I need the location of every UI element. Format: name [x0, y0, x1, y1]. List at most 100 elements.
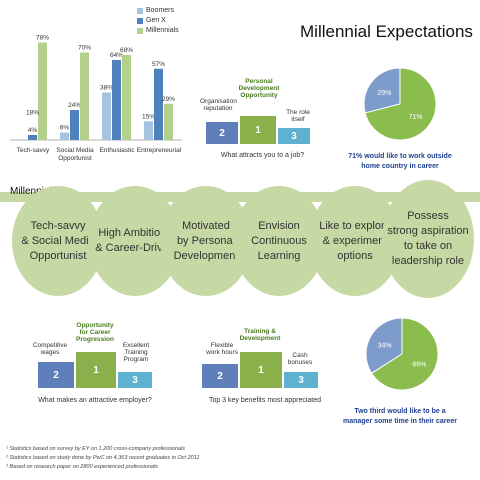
podium-rank-3-block: 3	[278, 128, 310, 144]
podium-rank-3-block: 3	[284, 372, 318, 388]
bar-boomers	[144, 121, 153, 140]
podium-right-line: Training	[124, 349, 148, 356]
bar-boomers	[60, 132, 69, 140]
podium-rank-1-block: 1	[76, 352, 116, 388]
legend-label-millennials: Millennials	[146, 27, 179, 34]
trait-line: options	[337, 249, 373, 262]
podium-right-label: The role itself	[280, 109, 316, 123]
traits-band	[0, 192, 480, 202]
trait-line: leadership role	[391, 255, 465, 267]
podium-left-label: Organisation reputation	[200, 98, 237, 112]
category-tick-label: Enthusiastic	[99, 147, 135, 154]
podium-right-line: Excellent	[122, 342, 150, 349]
bar-data-label: 78%	[36, 35, 49, 42]
legend-item-genx: Gen X	[137, 16, 179, 26]
podium-right-line: bonuses	[287, 359, 313, 366]
podium-left-line: Competitive	[32, 342, 68, 349]
podium-rank-3: 3	[298, 374, 304, 386]
pie-work-abroad: 29% 71%	[363, 67, 437, 141]
legend-label-genx: Gen X	[146, 17, 166, 24]
podium-rank-1: 1	[258, 364, 264, 376]
podium-job-attraction: Organisation reputation Personal Develop…	[200, 74, 325, 166]
bar-legend: Boomers Gen X Millennials	[137, 6, 179, 36]
bar-data-label: 29%	[162, 96, 175, 103]
podium-left-line: Organisation	[200, 98, 237, 105]
podium-left-line: wages	[40, 349, 60, 356]
page-title: Millennial Expectations	[300, 22, 473, 41]
pie-manager: 34% 66%	[365, 317, 439, 391]
trait-line: Possess	[407, 210, 449, 222]
podium-center-label: Opportunity for Career Progression	[72, 322, 118, 343]
bar-gen-x	[28, 135, 37, 140]
podium-right-label: Cash bonuses	[282, 352, 318, 366]
trait-line: Opportunist	[29, 249, 87, 262]
trait-leadership: Possess strong aspiration to take on leader…	[382, 180, 474, 298]
trait-line: & Social Media	[21, 234, 95, 247]
pie-caption-line: manager some time in their career	[343, 418, 457, 425]
trait-line: & experiment	[322, 234, 388, 247]
pie-caption-line: 71% would like to work outside	[348, 153, 452, 160]
podium-rank-2: 2	[217, 370, 223, 382]
podium-rank-2-block: 2	[38, 362, 74, 388]
bar-gen-x	[70, 110, 79, 140]
podium-center-line: for Career	[79, 329, 111, 336]
category-tick-label: Tech-savvy	[17, 147, 50, 154]
podium-center-line: Development	[238, 85, 280, 92]
footnote-1: ¹ Statistics based on survey by EY on 1,…	[6, 446, 186, 452]
podium-rank-2-block: 2	[202, 364, 238, 388]
podium-right-label: Excellent Training Program	[116, 342, 156, 363]
podium-rank-3-block: 3	[118, 372, 152, 388]
footnote-3: ³ Based on research paper on 2800 experi…	[6, 464, 158, 470]
podium-attractive-employer: Competitive wages Opportunity for Career…	[30, 320, 170, 412]
podium-rank-2: 2	[219, 127, 225, 139]
trait-line: Continuous	[251, 234, 307, 247]
pie-slice-label: 34%	[378, 342, 392, 349]
bar-boomers	[102, 92, 111, 140]
bar-data-label: 24%	[68, 102, 81, 109]
trait-line: strong aspiration	[387, 225, 469, 237]
category-tick-label: Social Media	[56, 147, 94, 154]
bar-data-label: 18%	[26, 110, 39, 117]
pie-slice-label: 71%	[409, 114, 423, 121]
pie-caption-line: Two third would like to be a	[354, 408, 446, 415]
podium-left-line: reputation	[203, 105, 233, 112]
podium-center-line: Progression	[76, 336, 114, 343]
podium-caption: What attracts you to a job?	[220, 152, 305, 159]
pie-work-abroad-caption: 71% would like to work outside home coun…	[330, 152, 470, 172]
podium-left-label: Flexible work hours	[202, 342, 242, 356]
trait-line: to take on	[403, 240, 453, 252]
podium-right-line: itself	[291, 116, 305, 123]
podium-center-line: Personal	[245, 78, 273, 85]
podium-rank-3: 3	[132, 374, 138, 386]
category-tick-label: Entrepreneurial	[137, 147, 182, 154]
bar-data-label: 4%	[28, 127, 38, 134]
podium-caption: Top 3 key benefits most appreciated	[208, 397, 322, 404]
legend-item-millennials: Millennials	[137, 26, 179, 36]
trait-line: by Personal	[176, 234, 236, 247]
trait-line: & Career-Driven	[95, 242, 175, 254]
bar-data-label: 57%	[152, 61, 165, 68]
trait-line: Envision	[258, 219, 300, 232]
bar-data-label: 38%	[100, 85, 113, 92]
podium-rank-3: 3	[291, 130, 297, 142]
podium-center-line: Development	[239, 335, 281, 342]
footnote-2: ² Statistics based on study done by PwC …	[6, 455, 200, 461]
podium-center-label: Training & Development	[236, 328, 284, 342]
bar-gen-x	[112, 60, 121, 140]
bar-data-label: 68%	[120, 47, 133, 54]
legend-swatch-millennials	[137, 28, 143, 34]
podium-right-line: Cash	[292, 352, 308, 359]
bar-data-label: 64%	[110, 52, 123, 59]
podium-center-line: Training &	[244, 328, 276, 335]
podium-rank-1: 1	[93, 364, 99, 376]
pie-slice-label: 66%	[412, 362, 426, 369]
trait-high-ambitious: High Ambitious & Career-Driven	[89, 186, 181, 296]
pie-slice	[363, 67, 401, 114]
trait-line: High Ambitious	[98, 227, 172, 239]
trait-line: Tech-savvy	[30, 219, 86, 232]
podium-right-line: Program	[123, 356, 149, 363]
bar-gen-x	[154, 68, 163, 140]
trait-line: Development	[173, 249, 239, 262]
category-tick-label: Opportunist	[58, 155, 92, 162]
generation-bar-chart: 4% 78% 18% Tech-savvy 6% 24% 70% Social MediaOp…	[10, 35, 182, 162]
